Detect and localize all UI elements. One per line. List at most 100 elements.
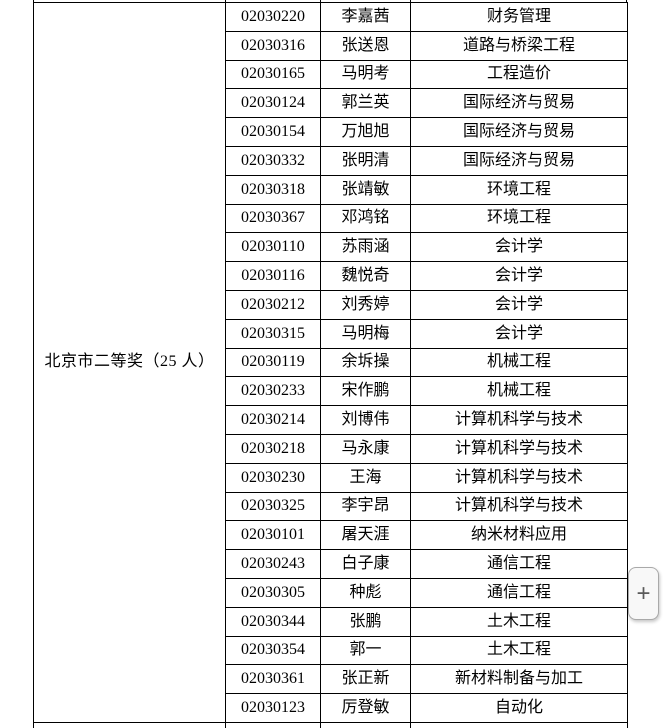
cell-major: 计算机科学与技术 bbox=[410, 462, 628, 493]
table-row: 02030119 余坼操 机械工程 bbox=[34, 347, 628, 378]
table-row: 02030116 魏悦奇 会计学 bbox=[34, 261, 628, 291]
cell-name: 张明清 bbox=[320, 145, 411, 176]
cell-empty bbox=[410, 721, 628, 728]
table-row: 02030354 郭一 土木工程 bbox=[34, 635, 628, 666]
cell-id: 02030325 bbox=[225, 491, 321, 522]
cell-id: 02030316 bbox=[225, 30, 321, 61]
cell-id: 02030154 bbox=[225, 117, 321, 147]
cell-id: 02030124 bbox=[225, 88, 321, 119]
cell-name: 种彪 bbox=[320, 577, 411, 608]
cell-name: 马永康 bbox=[320, 433, 411, 464]
cell-major: 道路与桥梁工程 bbox=[410, 30, 628, 61]
cell-name: 苏雨涵 bbox=[320, 232, 411, 263]
cell-major: 计算机科学与技术 bbox=[410, 433, 628, 464]
cell-major: 国际经济与贸易 bbox=[410, 117, 628, 147]
cell-id: 02030218 bbox=[225, 433, 321, 464]
table-row: 02030110 苏雨涵 会计学 bbox=[34, 232, 628, 263]
cell-id: 02030344 bbox=[225, 606, 321, 637]
cell-empty bbox=[320, 721, 411, 728]
cell-name: 郭一 bbox=[320, 635, 411, 666]
cell-major: 通信工程 bbox=[410, 549, 628, 579]
cell-major: 会计学 bbox=[410, 318, 628, 349]
cell-major: 机械工程 bbox=[410, 347, 628, 378]
cell-id: 02030123 bbox=[225, 693, 321, 723]
cell-name: 屠天涯 bbox=[320, 520, 411, 551]
table-row: 02030325 李宇昂 计算机科学与技术 bbox=[34, 491, 628, 522]
cell-name: 白子康 bbox=[320, 549, 411, 579]
cell-major: 计算机科学与技术 bbox=[410, 405, 628, 435]
cell-name: 张送恩 bbox=[320, 30, 411, 61]
table-row: 02030243 白子康 通信工程 bbox=[34, 549, 628, 579]
cell-name: 邓鸿铭 bbox=[320, 203, 411, 234]
cell-id: 02030119 bbox=[225, 347, 321, 378]
cell-id: 02030230 bbox=[225, 462, 321, 493]
cell-major: 国际经济与贸易 bbox=[410, 145, 628, 176]
cell-id: 02030220 bbox=[225, 2, 321, 32]
cell-major: 机械工程 bbox=[410, 376, 628, 407]
table-border-stub bbox=[320, 0, 321, 3]
table-row: 02030212 刘秀婷 会计学 bbox=[34, 289, 628, 320]
cell-id: 02030354 bbox=[225, 635, 321, 666]
cell-major: 通信工程 bbox=[410, 577, 628, 608]
cell-major: 国际经济与贸易 bbox=[410, 88, 628, 119]
cell-id: 02030305 bbox=[225, 577, 321, 608]
cell-name: 宋作鹏 bbox=[320, 376, 411, 407]
cell-name: 张鹏 bbox=[320, 606, 411, 637]
table-row: 02030344 张鹏 土木工程 bbox=[34, 606, 628, 637]
cell-name: 张靖敏 bbox=[320, 174, 411, 205]
plus-icon: + bbox=[636, 579, 651, 607]
cell-id: 02030243 bbox=[225, 549, 321, 579]
cell-name: 李宇昂 bbox=[320, 491, 411, 522]
cell-major: 环境工程 bbox=[410, 203, 628, 234]
cell-major: 环境工程 bbox=[410, 174, 628, 205]
cell-id: 02030367 bbox=[225, 203, 321, 234]
cell-name: 李嘉茜 bbox=[320, 2, 411, 32]
cell-major: 土木工程 bbox=[410, 635, 628, 666]
table-row: 02030214 刘博伟 计算机科学与技术 bbox=[34, 405, 628, 435]
cell-name: 张正新 bbox=[320, 664, 411, 695]
cell-major: 计算机科学与技术 bbox=[410, 491, 628, 522]
cell-major: 会计学 bbox=[410, 232, 628, 263]
cell-empty bbox=[225, 721, 321, 728]
cell-name: 余坼操 bbox=[320, 347, 411, 378]
cell-major: 会计学 bbox=[410, 261, 628, 291]
cell-id: 02030361 bbox=[225, 664, 321, 695]
table-border-stub bbox=[33, 0, 34, 3]
cell-major: 土木工程 bbox=[410, 606, 628, 637]
cell-name: 厉登敏 bbox=[320, 693, 411, 723]
cell-id: 02030110 bbox=[225, 232, 321, 263]
cell-id: 02030332 bbox=[225, 145, 321, 176]
cell-id: 02030116 bbox=[225, 261, 321, 291]
expand-button[interactable]: + bbox=[628, 567, 659, 620]
table-row: 北京市二等奖（25 人） 02030220 李嘉茜 财务管理 bbox=[33, 2, 628, 723]
table-row: 02030165 马明考 工程造价 bbox=[34, 59, 628, 90]
table-row-partial bbox=[33, 721, 628, 728]
cell-empty bbox=[33, 721, 226, 728]
table-row: 02030316 张送恩 道路与桥梁工程 bbox=[34, 30, 628, 61]
table-border-stub bbox=[410, 0, 411, 3]
award-group-label: 北京市二等奖（25 人） bbox=[33, 2, 226, 723]
table-row: 02030218 马永康 计算机科学与技术 bbox=[34, 433, 628, 464]
cell-id: 02030165 bbox=[225, 59, 321, 90]
table-row: 02030101 屠天涯 纳米材料应用 bbox=[34, 520, 628, 551]
table-row: 02030154 万旭旭 国际经济与贸易 bbox=[34, 117, 628, 147]
cell-id: 02030101 bbox=[225, 520, 321, 551]
table-row: 02030315 马明梅 会计学 bbox=[34, 318, 628, 349]
cell-name: 王海 bbox=[320, 462, 411, 493]
cell-id: 02030233 bbox=[225, 376, 321, 407]
table-row: 02030305 种彪 通信工程 bbox=[34, 577, 628, 608]
table-border-stub bbox=[626, 0, 627, 3]
cell-major: 会计学 bbox=[410, 289, 628, 320]
cell-major: 纳米材料应用 bbox=[410, 520, 628, 551]
cell-name: 魏悦奇 bbox=[320, 261, 411, 291]
table-border-stub bbox=[225, 0, 226, 3]
cell-major: 自动化 bbox=[410, 693, 628, 723]
cell-name: 刘博伟 bbox=[320, 405, 411, 435]
table-row: 02030230 王海 计算机科学与技术 bbox=[34, 462, 628, 493]
cell-major: 工程造价 bbox=[410, 59, 628, 90]
cell-name: 刘秀婷 bbox=[320, 289, 411, 320]
cell-name: 马明考 bbox=[320, 59, 411, 90]
cell-name: 马明梅 bbox=[320, 318, 411, 349]
cell-id: 02030214 bbox=[225, 405, 321, 435]
